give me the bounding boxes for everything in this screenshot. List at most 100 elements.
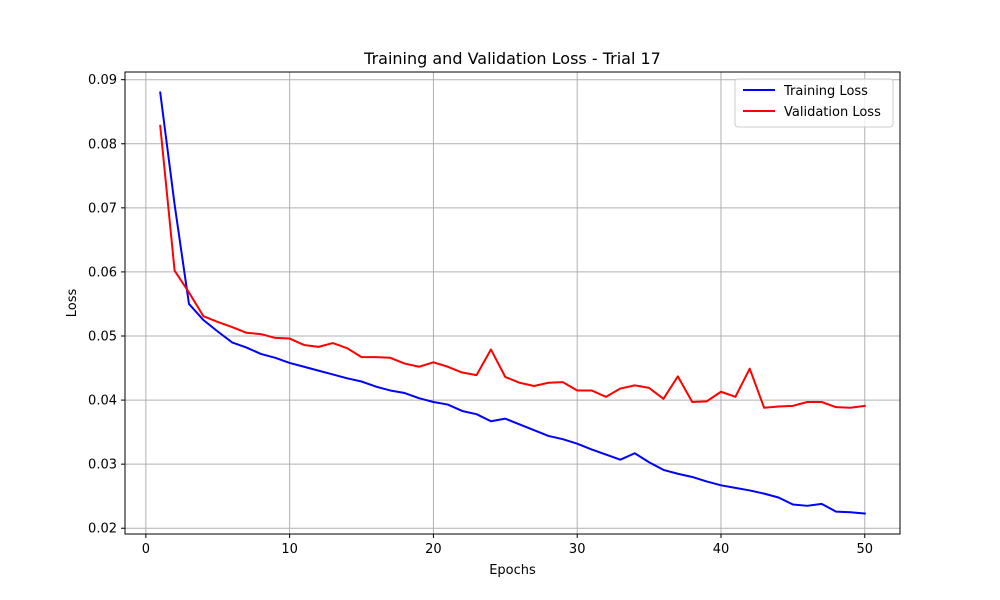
data-point-validation-loss [504,376,506,378]
data-point-validation-loss [778,405,780,407]
data-point-training-loss [432,401,434,403]
data-point-training-loss [289,362,291,364]
chart-title: Training and Validation Loss - Trial 17 [363,49,661,68]
data-point-validation-loss [792,405,794,407]
data-point-training-loss [159,92,161,94]
data-point-validation-loss [231,326,233,328]
data-point-training-loss [260,353,262,355]
y-axis-label: Loss [65,289,80,318]
data-point-training-loss [734,487,736,489]
y-tick-label: 0.06 [88,265,117,280]
data-point-validation-loss [677,375,679,377]
x-tick-label: 10 [281,542,298,557]
data-point-validation-loss [188,291,190,293]
data-point-validation-loss [361,356,363,358]
legend-label-training-loss: Training Loss [783,84,868,99]
data-point-training-loss [662,469,664,471]
data-point-training-loss [418,397,420,399]
data-point-training-loss [217,331,219,333]
data-point-training-loss [246,347,248,349]
data-point-training-loss [231,341,233,343]
data-point-training-loss [763,493,765,495]
x-tick-label: 20 [425,542,442,557]
x-tick-label: 0 [142,542,150,557]
y-tick-label: 0.08 [88,137,117,152]
data-point-training-loss [476,413,478,415]
data-point-training-loss [490,420,492,422]
y-tick-label: 0.07 [88,201,117,216]
data-point-training-loss [562,438,564,440]
data-point-training-loss [274,357,276,359]
data-point-validation-loss [763,407,765,409]
data-point-training-loss [303,366,305,368]
data-point-validation-loss [303,344,305,346]
series-line-training-loss [159,91,866,515]
data-point-validation-loss [619,388,621,390]
data-point-validation-loss [159,125,161,127]
data-point-training-loss [806,505,808,507]
data-point-training-loss [778,496,780,498]
data-point-training-loss [835,511,837,513]
data-point-validation-loss [289,338,291,340]
data-point-training-loss [174,204,176,206]
data-point-validation-loss [806,401,808,403]
data-point-training-loss [864,513,866,515]
data-point-training-loss [576,443,578,445]
data-point-training-loss [188,303,190,305]
y-tick-label: 0.04 [88,394,117,409]
data-point-validation-loss [432,361,434,363]
data-point-training-loss [706,480,708,482]
data-point-validation-loss [490,348,492,350]
data-point-training-loss [634,452,636,454]
data-point-validation-loss [404,363,406,365]
data-point-training-loss [533,429,535,431]
data-point-training-loss [648,461,650,463]
x-tick-label: 50 [856,542,873,557]
data-point-training-loss [346,377,348,379]
data-point-training-loss [591,448,593,450]
data-point-validation-loss [418,366,420,368]
data-point-training-loss [792,504,794,506]
data-point-training-loss [849,511,851,513]
data-point-validation-loss [691,401,693,403]
data-point-validation-loss [519,382,521,384]
data-point-validation-loss [447,366,449,368]
axis-ticks: 0 10 20 30 40 50 0.02 0.03 0.04 0.05 0.06 0.07 0.08 0… [88,73,873,557]
data-point-training-loss [519,423,521,425]
data-point-training-loss [619,459,621,461]
y-tick-label: 0.03 [88,458,117,473]
data-point-validation-loss [547,382,549,384]
x-tick-label: 30 [569,542,586,557]
plot-frame [124,71,901,535]
data-point-validation-loss [706,400,708,402]
data-point-validation-loss [274,337,276,339]
data-point-validation-loss [734,396,736,398]
data-point-validation-loss [260,333,262,335]
data-point-validation-loss [476,374,478,376]
legend: Training Loss Validation Loss [734,78,894,128]
data-point-validation-loss [332,342,334,344]
data-point-validation-loss [202,315,204,317]
data-point-training-loss [447,404,449,406]
data-point-validation-loss [562,381,564,383]
data-point-training-loss [677,473,679,475]
data-point-training-loss [504,418,506,420]
data-point-training-loss [821,503,823,505]
data-point-validation-loss [648,387,650,389]
data-point-validation-loss [849,407,851,409]
data-point-validation-loss [533,385,535,387]
data-point-validation-loss [749,368,751,370]
x-tick-label: 40 [713,542,730,557]
data-point-validation-loss [864,405,866,407]
data-point-training-loss [749,489,751,491]
data-point-training-loss [361,381,363,383]
y-tick-label: 0.09 [88,73,117,88]
data-point-validation-loss [317,346,319,348]
data-point-training-loss [202,319,204,321]
data-point-validation-loss [389,357,391,359]
grid [125,72,900,534]
data-point-validation-loss [217,321,219,323]
data-point-validation-loss [835,406,837,408]
data-point-validation-loss [634,384,636,386]
data-point-training-loss [332,373,334,375]
